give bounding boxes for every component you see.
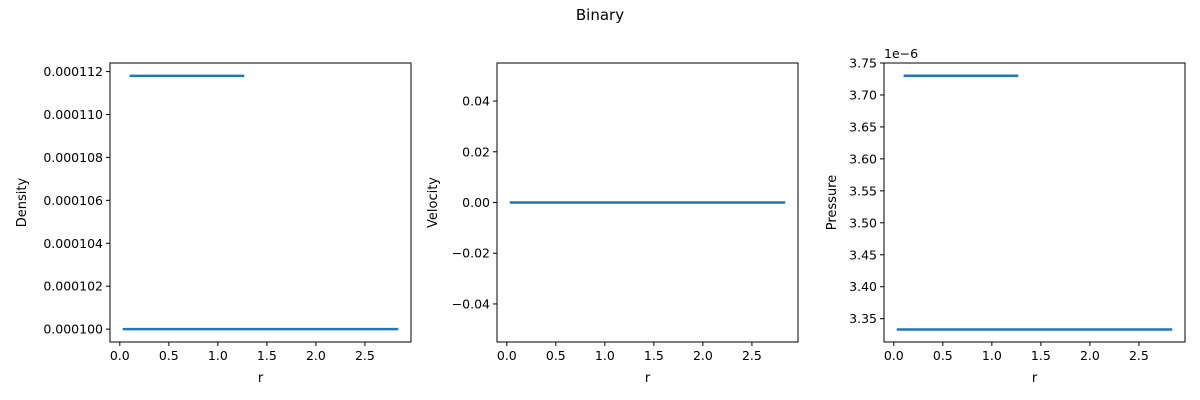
figure-title: Binary — [575, 6, 625, 24]
x-tick-label: 1.5 — [644, 348, 664, 363]
x-axis-label: r — [1032, 371, 1038, 386]
x-tick-label: 0.0 — [884, 348, 904, 363]
y-tick-label: 0.02 — [462, 144, 490, 159]
x-tick-label: 1.0 — [982, 348, 1002, 363]
y-tick-label: 3.40 — [849, 279, 877, 294]
x-tick-label: 1.0 — [208, 348, 228, 363]
y-tick-label: 3.65 — [849, 119, 877, 134]
x-tick-label: 1.5 — [1031, 348, 1051, 363]
x-tick-label: 2.0 — [306, 348, 326, 363]
y-tick-label: 3.50 — [849, 215, 877, 230]
x-tick-label: 0.5 — [933, 348, 953, 363]
x-tick-label: 2.0 — [1080, 348, 1100, 363]
y-tick-label: 0.000108 — [43, 150, 103, 165]
y-tick-label: 3.70 — [849, 87, 877, 102]
y-axis-label: Pressure — [825, 175, 840, 231]
y-tick-label: 3.75 — [849, 56, 877, 71]
y-tick-label: 3.55 — [849, 183, 877, 198]
axes-frame — [109, 62, 412, 343]
y-tick-label: 3.45 — [849, 247, 877, 262]
y-offset-label: 1e−6 — [884, 46, 918, 61]
y-tick-label: 0.04 — [462, 94, 490, 109]
x-axis-label: r — [645, 371, 651, 386]
y-tick-label: −0.04 — [452, 296, 490, 311]
x-tick-label: 1.0 — [595, 348, 615, 363]
x-tick-label: 2.5 — [1129, 348, 1149, 363]
y-axis-label: Velocity — [426, 177, 441, 228]
y-tick-label: 0.000112 — [43, 64, 103, 79]
x-tick-label: 0.0 — [497, 348, 517, 363]
y-tick-label: 0.000104 — [43, 236, 103, 251]
x-tick-label: 2.5 — [355, 348, 375, 363]
y-tick-label: 3.35 — [849, 311, 877, 326]
subplot-2: 0.0 0.5 1.0 1.5 2.0 2.5 −0.04 −0.02 0.00 0.02 0.04… — [426, 62, 799, 386]
subplot-3: 0.0 0.5 1.0 1.5 2.0 2.5 3.35 3.40 3.45 3.50 3.55 3.… — [825, 46, 1186, 386]
subplot-1: 0.0 0.5 1.0 1.5 2.0 2.5 0.000100 0.000102 0.0001… — [15, 62, 412, 386]
x-tick-label: 0.5 — [546, 348, 566, 363]
y-tick-label: −0.02 — [452, 246, 490, 261]
x-tick-label: 2.0 — [693, 348, 713, 363]
y-tick-label: 0.000100 — [43, 322, 103, 337]
y-tick-label: 0.00 — [462, 195, 490, 210]
axes-frame — [883, 62, 1186, 343]
y-tick-label: 3.60 — [849, 151, 877, 166]
x-tick-label: 0.5 — [159, 348, 179, 363]
y-tick-label: 0.000102 — [43, 279, 103, 294]
y-axis-label: Density — [15, 177, 30, 227]
x-tick-label: 0.0 — [110, 348, 130, 363]
y-tick-label: 0.000106 — [43, 193, 103, 208]
x-axis-label: r — [258, 371, 264, 386]
x-tick-label: 1.5 — [257, 348, 277, 363]
y-tick-label: 0.000110 — [43, 107, 103, 122]
x-tick-label: 2.5 — [742, 348, 762, 363]
